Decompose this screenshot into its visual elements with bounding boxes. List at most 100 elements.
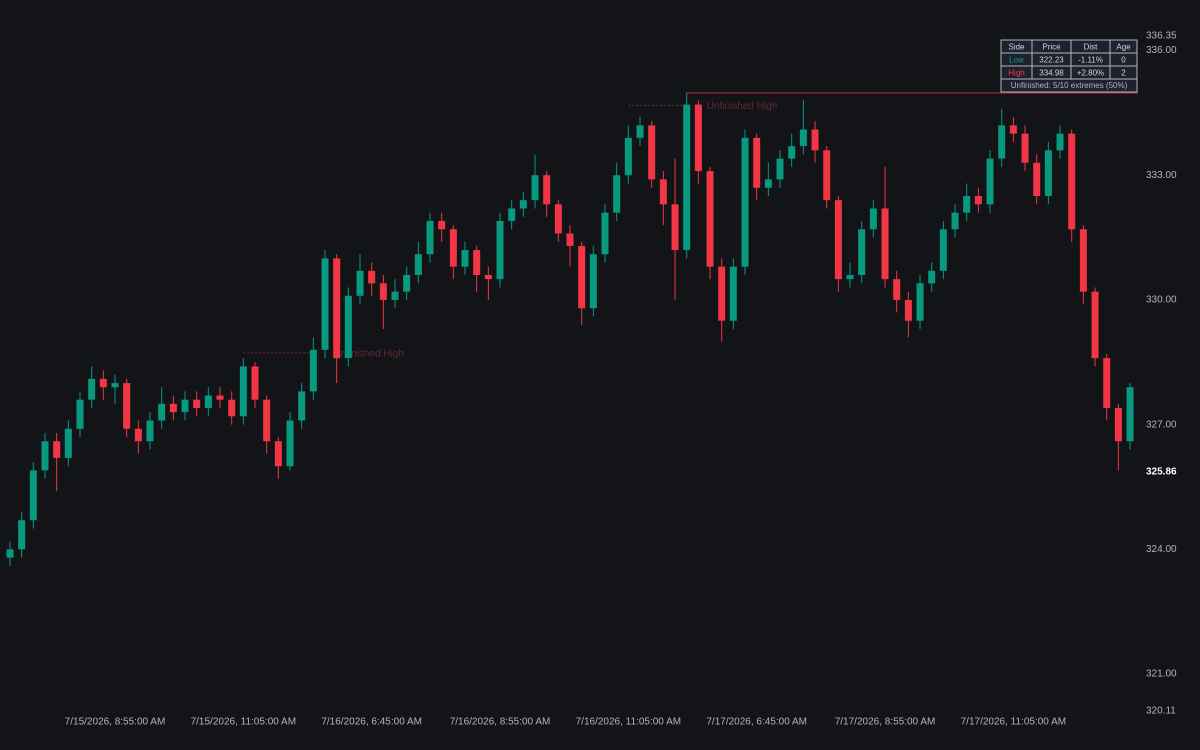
candle-body: [438, 220, 446, 230]
candle-body: [321, 258, 329, 350]
candle-body: [601, 212, 609, 255]
candle-body: [1009, 125, 1017, 134]
candle-body: [1091, 291, 1099, 359]
candle-body: [286, 420, 294, 467]
x-tick-label: 7/16/2026, 8:55:00 AM: [450, 717, 551, 728]
candle-body: [578, 245, 586, 309]
candle-body: [893, 279, 901, 300]
candle-body: [846, 274, 854, 280]
candle-body: [496, 220, 504, 280]
candle-body: [414, 254, 422, 275]
candle-body: [41, 441, 49, 471]
candle-body: [111, 383, 119, 388]
candle-body: [29, 470, 37, 521]
x-tick-label: 7/17/2026, 11:05:00 AM: [961, 717, 1066, 728]
candle-body: [1068, 133, 1076, 230]
table-cell: -1.11%: [1078, 56, 1103, 65]
table-cell: Side: [1008, 43, 1025, 52]
candle-body: [799, 129, 807, 147]
candle-body: [53, 441, 61, 458]
candle-body: [858, 229, 866, 275]
candle-body: [753, 137, 761, 188]
candle-body: [694, 104, 702, 172]
y-tick-label: 336.00: [1146, 45, 1177, 56]
table-cell: 334.98: [1039, 69, 1064, 78]
candle-body: [426, 220, 434, 255]
candle-body: [181, 399, 189, 413]
candle-body: [951, 212, 959, 230]
candle-body: [834, 200, 842, 280]
candle-body: [683, 104, 691, 251]
candle-body: [298, 391, 306, 421]
candle-body: [204, 395, 212, 408]
candle-body: [1079, 229, 1087, 292]
candle-body: [123, 383, 131, 429]
candle-body: [659, 179, 667, 205]
candle-body: [788, 146, 796, 159]
x-tick-label: 7/16/2026, 6:45:00 AM: [321, 717, 422, 728]
candle-body: [6, 549, 14, 558]
candle-body: [274, 441, 282, 467]
candle-body: [1044, 150, 1052, 197]
candle-body: [589, 254, 597, 309]
y-tick-label: 330.00: [1146, 295, 1177, 306]
candle-body: [251, 366, 259, 400]
candle-body: [566, 233, 574, 246]
level-label: Unfinished High: [333, 348, 404, 359]
candle-body: [974, 196, 982, 205]
table-cell: Age: [1116, 43, 1131, 52]
candle-body: [916, 283, 924, 321]
table-cell: +2.80%: [1077, 69, 1104, 78]
candle-body: [391, 291, 399, 300]
x-tick-label: 7/17/2026, 6:45:00 AM: [706, 717, 807, 728]
candle-body: [531, 175, 539, 201]
candle-body: [356, 270, 364, 296]
y-tick-label: 321.00: [1146, 669, 1177, 680]
candle-body: [64, 428, 72, 458]
candle-body: [333, 258, 341, 359]
table-cell: Low: [1009, 56, 1024, 65]
candle-body: [1033, 162, 1041, 197]
candle-body: [344, 295, 352, 359]
x-tick-label: 7/17/2026, 8:55:00 AM: [835, 717, 936, 728]
candle-body: [169, 403, 177, 413]
table-cell: Price: [1042, 43, 1061, 52]
table-cell: Dist: [1084, 43, 1099, 52]
candle-body: [88, 378, 96, 400]
y-tick-label: 333.00: [1146, 170, 1177, 181]
candle-body: [368, 270, 376, 284]
table-cell: 0: [1121, 56, 1126, 65]
x-tick-label: 7/16/2026, 11:05:00 AM: [576, 717, 681, 728]
candle-body: [76, 399, 84, 429]
candle-body: [508, 208, 516, 221]
y-axis-top-label: 336.35: [1146, 31, 1177, 42]
candle-body: [309, 349, 317, 392]
candle-body: [1056, 133, 1064, 151]
x-tick-label: 7/15/2026, 8:55:00 AM: [65, 717, 166, 728]
candle-body: [484, 274, 492, 280]
candle-body: [193, 399, 201, 408]
candle-body: [134, 428, 142, 442]
candle-body: [811, 129, 819, 151]
y-tick-label: 327.00: [1146, 419, 1177, 430]
candle-body: [543, 175, 551, 205]
candle-body: [928, 270, 936, 284]
candle-body: [99, 378, 107, 388]
candle-body: [519, 200, 527, 209]
candle-body: [263, 399, 271, 442]
candle-body: [158, 403, 166, 421]
table-cell: 2: [1121, 69, 1126, 78]
candle-body: [1021, 133, 1029, 163]
candle-body: [986, 158, 994, 205]
candle-body: [741, 137, 749, 267]
candle-body: [461, 250, 469, 267]
y-tick-label: 324.00: [1146, 544, 1177, 555]
candle-body: [636, 125, 644, 138]
candle-body: [228, 399, 236, 417]
candle-body: [146, 420, 154, 442]
level-label: Unfinished High: [707, 101, 778, 112]
candle-body: [554, 204, 562, 234]
candle-body: [403, 274, 411, 292]
